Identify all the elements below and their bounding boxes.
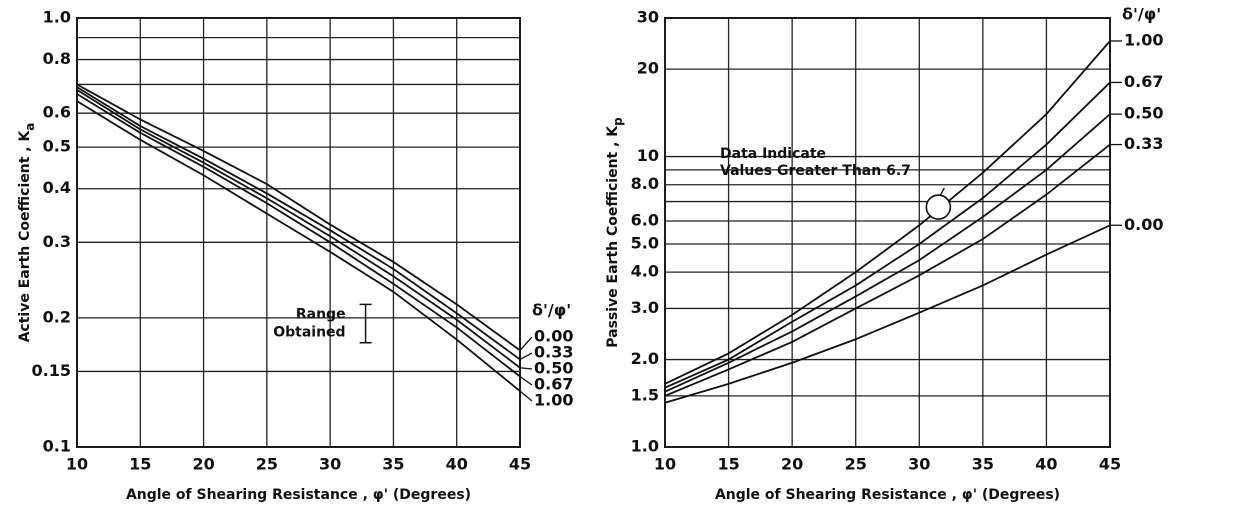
series-line — [76, 93, 521, 378]
x-tick-label: 35 — [382, 455, 404, 474]
x-tick-label: 20 — [192, 455, 214, 474]
legend-leader — [519, 390, 533, 402]
x-axis-label: Angle of Shearing Resistance , φ' (Degre… — [126, 487, 471, 503]
legend-label: 0.50 — [1124, 104, 1163, 123]
y-tick-label: 10 — [637, 146, 659, 165]
x-tick-label: 10 — [66, 455, 88, 474]
x-tick-label: 45 — [509, 455, 531, 474]
x-tick-label: 30 — [319, 455, 341, 474]
y-tick-label: 1.0 — [43, 8, 71, 27]
series-line — [664, 143, 1111, 397]
y-tick-label: 0.1 — [43, 437, 71, 456]
series-line — [664, 81, 1111, 389]
y-tick-label: 4.0 — [631, 262, 659, 281]
x-tick-label: 20 — [781, 455, 803, 474]
legend-label: 0.33 — [534, 343, 573, 362]
x-tick-label: 40 — [1035, 455, 1057, 474]
y-tick-label: 30 — [637, 8, 659, 27]
series-line — [76, 83, 521, 352]
legend-label: 1.00 — [534, 391, 573, 410]
x-tick-label: 25 — [256, 455, 278, 474]
y-tick-label: 8.0 — [631, 174, 659, 193]
legend-title: δ'/φ' — [1122, 4, 1161, 23]
legend-label: 0.33 — [1124, 134, 1163, 153]
series-line — [664, 40, 1111, 385]
annotation-circle — [925, 194, 952, 220]
series-line — [664, 113, 1111, 393]
legend-label: 0.00 — [534, 327, 573, 346]
y-tick-label: 0.4 — [43, 178, 71, 197]
legend-leader — [519, 367, 533, 370]
legend-leader — [519, 352, 533, 361]
y-axis-label: Passive Earth Coefficient , Kp — [605, 117, 625, 348]
x-tick-label: 35 — [972, 455, 994, 474]
annotation-text: Values Greater Than 6.7 — [720, 163, 911, 179]
legend-label: 0.50 — [534, 359, 573, 378]
legend-label: 0.00 — [1124, 215, 1163, 234]
legend-label: 0.67 — [534, 375, 573, 394]
range-label: Obtained — [273, 325, 345, 341]
x-axis-label: Angle of Shearing Resistance , φ' (Degre… — [715, 487, 1060, 503]
x-tick-label: 15 — [129, 455, 151, 474]
series-line — [664, 224, 1111, 404]
y-axis-label-subscript: a — [23, 123, 37, 131]
series-line — [76, 86, 521, 361]
x-tick-label: 10 — [654, 455, 676, 474]
x-tick-label: 30 — [908, 455, 930, 474]
y-axis-label-subscript: p — [611, 117, 625, 126]
y-tick-label: 0.8 — [43, 49, 71, 68]
legend-leader — [519, 375, 533, 386]
x-tick-label: 15 — [717, 455, 739, 474]
y-tick-label: 1.5 — [631, 385, 659, 404]
x-tick-label: 25 — [845, 455, 867, 474]
x-tick-label: 45 — [1099, 455, 1121, 474]
y-axis-label: Active Earth Coefficient , Ka — [17, 123, 37, 343]
y-tick-label: 6.0 — [631, 211, 659, 230]
y-tick-label: 3.0 — [631, 298, 659, 317]
legend-label: 0.67 — [1124, 72, 1163, 91]
series-line — [76, 100, 521, 392]
y-tick-label: 0.5 — [43, 137, 71, 156]
y-tick-label: 5.0 — [631, 233, 659, 252]
annotation-text: Data Indicate — [720, 146, 826, 162]
y-tick-label: 0.2 — [43, 307, 71, 326]
series-line — [76, 89, 521, 369]
legend-title: δ'/φ' — [532, 301, 571, 320]
y-tick-label: 20 — [637, 59, 659, 78]
y-tick-label: 0.15 — [32, 361, 71, 380]
legend-label: 1.00 — [1124, 30, 1163, 49]
x-tick-label: 40 — [446, 455, 468, 474]
range-label: Range — [296, 307, 346, 323]
y-tick-label: 1.0 — [631, 437, 659, 456]
legend-leader — [519, 336, 533, 351]
annotation-arrow — [939, 187, 945, 196]
y-tick-label: 0.6 — [43, 103, 71, 122]
y-tick-label: 0.3 — [43, 232, 71, 251]
y-tick-label: 2.0 — [631, 349, 659, 368]
